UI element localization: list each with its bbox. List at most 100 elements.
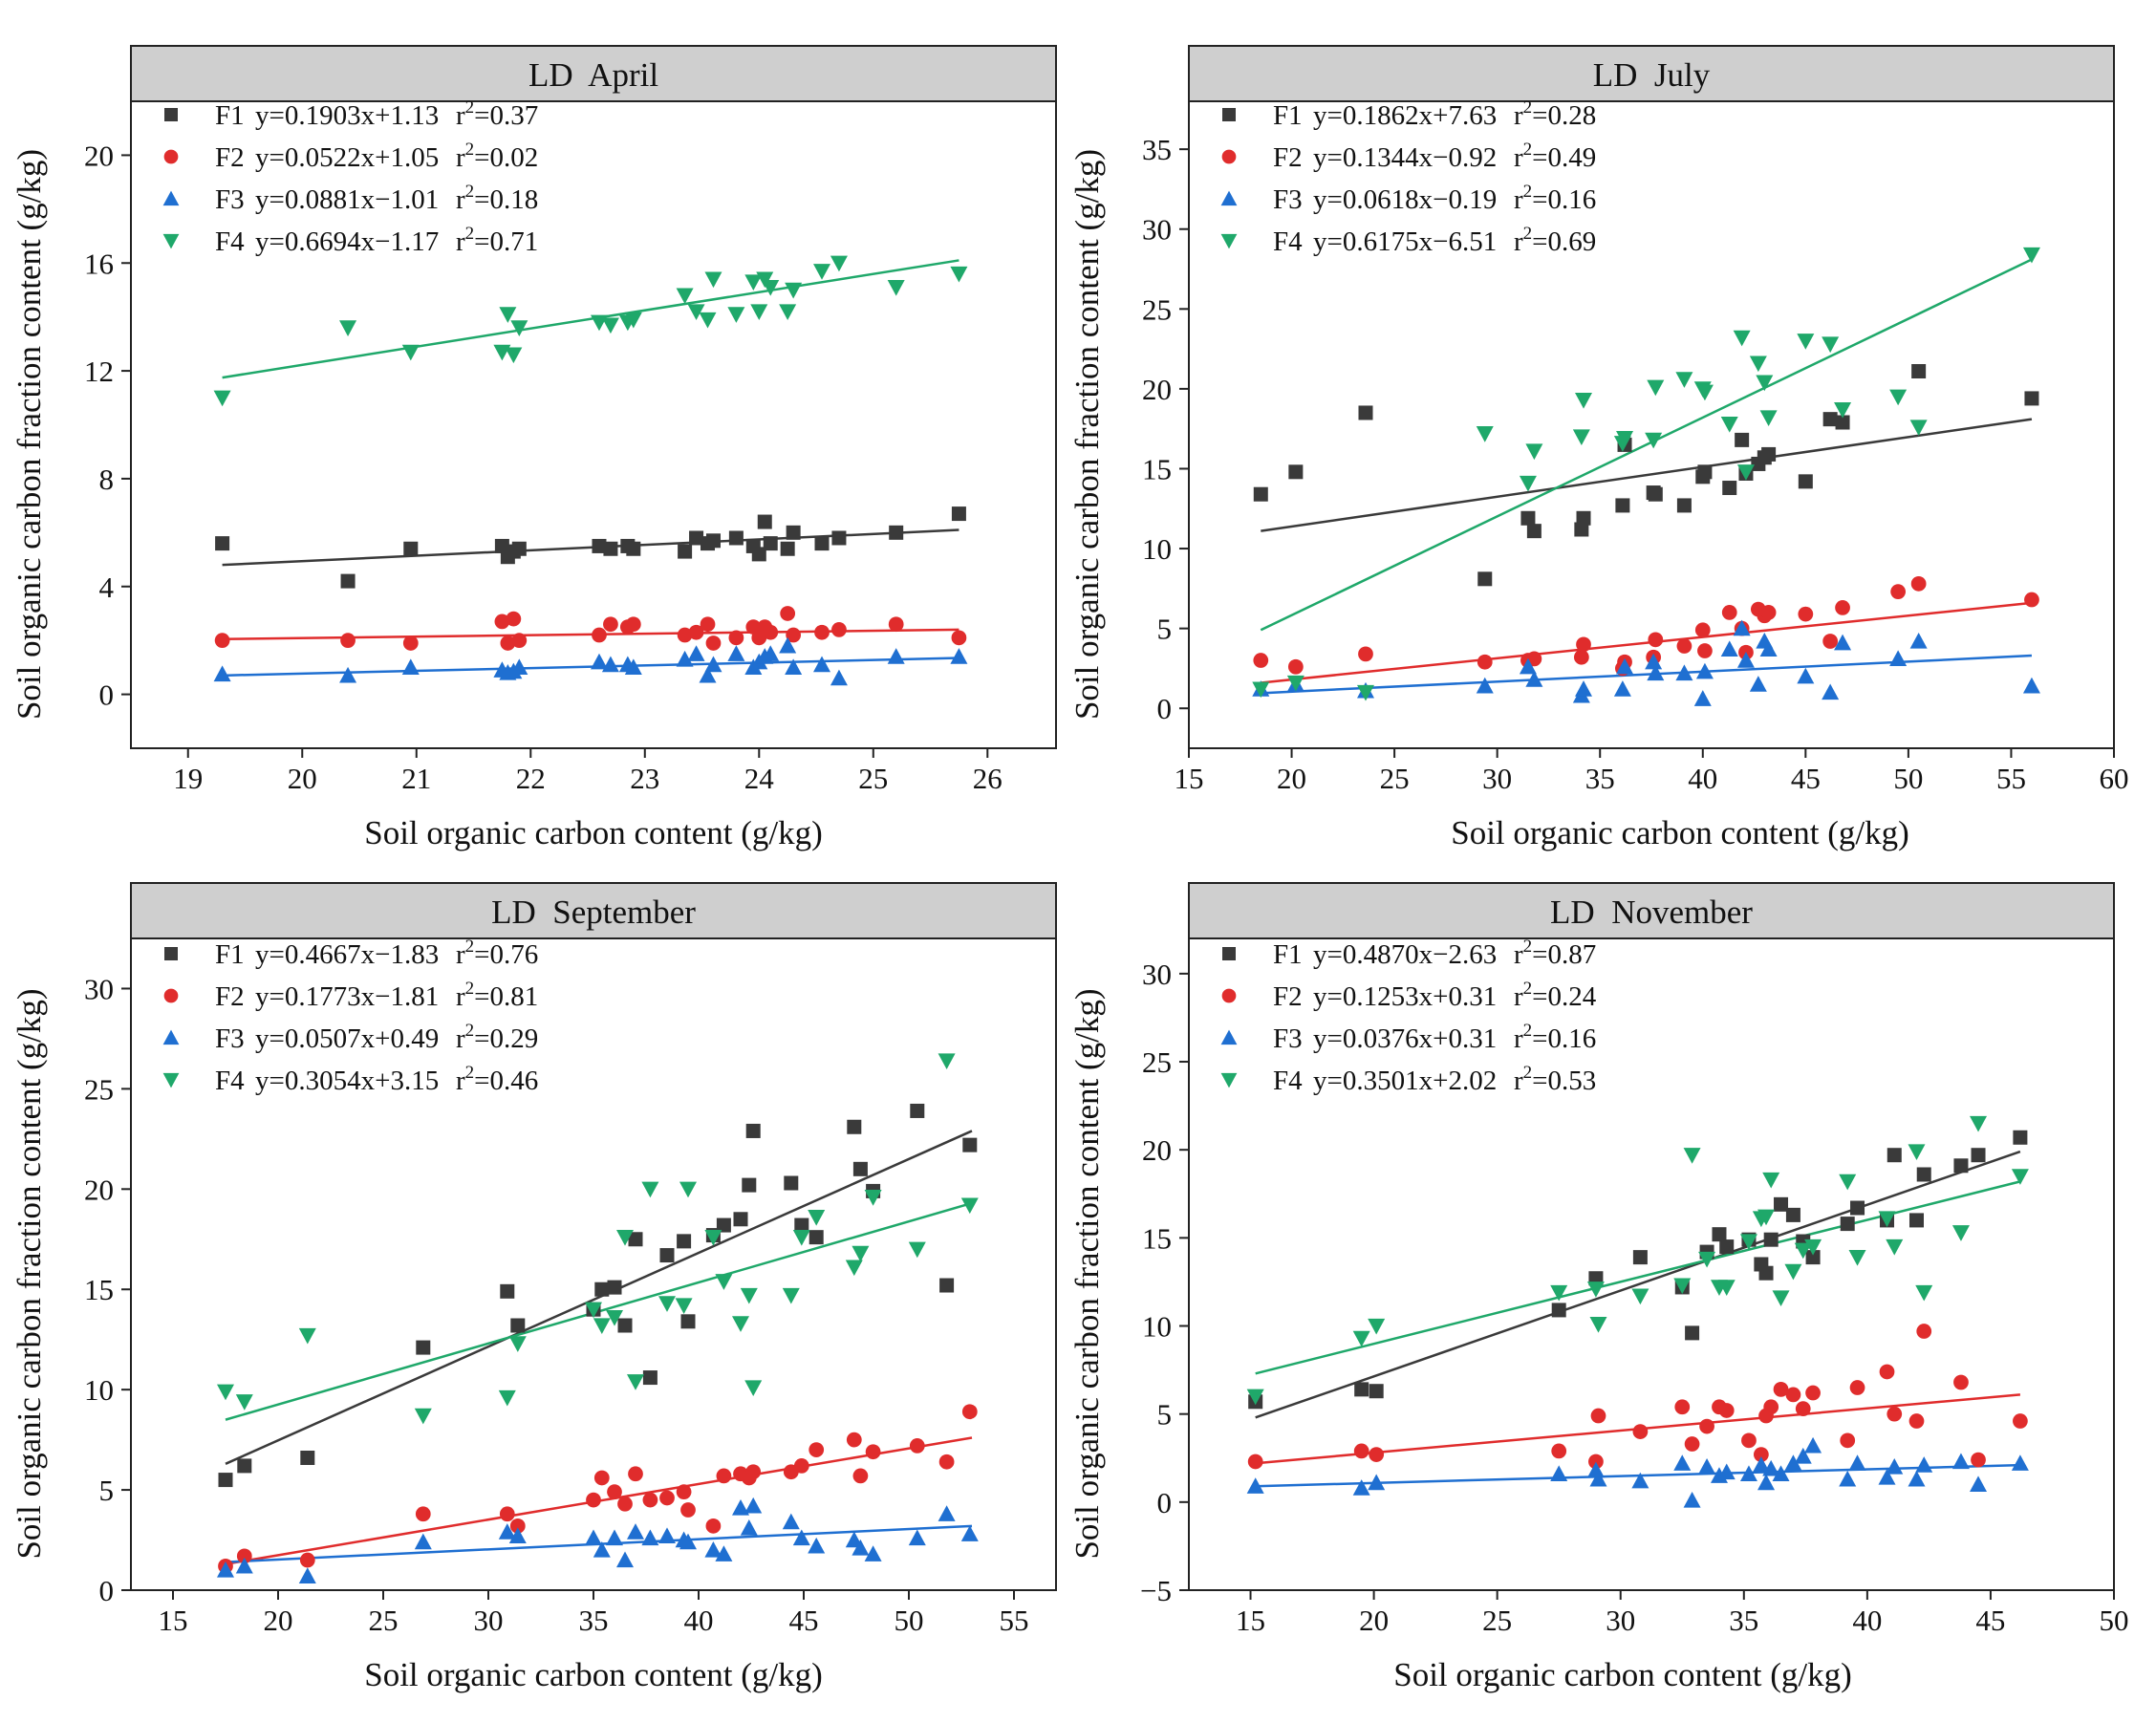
point-f4 [687,304,705,321]
y-axis-label: Soil organic carbon fraction content (g/… [1068,988,1106,1559]
point-f3 [498,1523,516,1540]
point-f3 [1613,680,1631,697]
y-tick-label: 8 [99,463,115,496]
point-f4 [1286,675,1304,692]
point-f2 [705,635,722,651]
point-f2 [1886,1406,1903,1422]
point-f3 [852,1539,870,1556]
y-tick-label: 0 [1157,692,1173,725]
point-f4 [813,264,831,280]
point-f2 [865,1444,881,1460]
point-f2 [1916,1324,1932,1339]
point-f4 [852,1245,870,1262]
point-f2 [961,1404,978,1420]
legend-equation: y=0.0522x+1.05 [255,142,439,173]
y-tick-label: 0 [1157,1486,1173,1519]
point-f3 [1476,677,1494,694]
x-tick-label: 25 [1380,762,1410,795]
point-f2 [509,1518,526,1534]
point-f2 [852,1468,869,1484]
point-f2 [511,633,528,649]
point-f1 [1576,510,1591,526]
point-f3 [908,1529,926,1546]
point-f4 [1252,681,1270,699]
plot-frame [130,100,1057,749]
point-f3 [1647,664,1665,681]
point-f2 [1551,1443,1567,1459]
point-f1 [1774,1196,1789,1212]
point-f3 [2011,1454,2029,1471]
point-f3 [782,1513,800,1530]
y-tick-label: 16 [84,247,114,280]
point-f2 [1760,605,1777,620]
point-f2 [415,1506,431,1522]
point-f2 [500,635,516,651]
point-f2 [1718,1403,1735,1418]
point-f1 [594,1281,610,1297]
legend-r-squared: r2=0.02 [456,140,538,173]
y-tick-label: 0 [99,1574,115,1607]
point-f4 [213,390,231,407]
point-f4 [235,1394,253,1411]
point-f4 [782,1287,800,1304]
point-f2 [593,1470,610,1486]
point-f3 [792,1529,810,1546]
point-f3 [1550,1465,1568,1481]
point-f2 [793,1458,809,1474]
point-f3 [1673,1454,1692,1471]
legend-equation: y=0.6694x−1.17 [255,226,439,257]
legend-label: F4 [1273,1066,1303,1096]
point-f1 [1632,1250,1648,1265]
x-tick-label: 50 [895,1604,924,1637]
point-f3 [1951,1453,1970,1470]
point-f2 [617,1496,633,1512]
point-f1 [1822,412,1838,427]
point-f3 [1886,1457,1904,1475]
point-f2 [705,1518,722,1534]
point-f2 [1773,1381,1789,1397]
x-axis-label: Soil organic carbon content (g/kg) [1393,1656,1852,1693]
point-f1 [1551,1303,1566,1318]
legend-r-squared: r2=0.76 [456,937,538,970]
legend-marker-f4 [1220,1072,1238,1088]
panel-header [1188,45,2115,102]
y-tick-label: 25 [1142,292,1172,326]
point-f1 [218,1473,233,1488]
x-tick-label: 20 [288,762,317,795]
legend-equation: y=0.3054x+3.15 [255,1066,439,1096]
y-tick-label: 20 [84,1173,114,1206]
point-f1 [751,547,766,562]
y-tick-label: 30 [1142,958,1172,991]
point-f2 [1879,1364,1895,1380]
fit-line-f2 [1261,601,2033,684]
legend-equation: y=0.0376x+0.31 [1313,1023,1497,1054]
legend-label: F3 [1273,1023,1303,1054]
point-f1 [831,530,847,546]
point-f3 [1720,640,1738,657]
point-f3 [2022,677,2040,694]
y-tick-label: 4 [99,571,115,604]
legend-label: F1 [1273,100,1303,131]
point-f4 [616,1230,634,1246]
point-f2 [938,1454,955,1470]
point-f1 [1953,1158,1969,1174]
y-tick-label: 30 [84,972,114,1005]
y-tick-label: 20 [84,139,114,172]
point-f1 [939,1278,955,1293]
point-f3 [1797,667,1815,684]
point-f4 [1749,355,1767,373]
point-f1 [1574,522,1589,537]
point-f1 [794,1217,809,1233]
point-f2 [1835,600,1850,615]
point-f3 [585,1529,602,1546]
point-f4 [601,317,619,334]
point-f3 [235,1557,253,1574]
legend-label: F3 [215,184,245,215]
legend-label: F4 [215,1066,245,1096]
point-f1 [1763,1232,1779,1247]
point-f2 [586,1492,601,1508]
y-tick-label: 10 [84,1373,114,1407]
point-f1 [716,1217,731,1233]
x-tick-label: 30 [474,1604,504,1637]
point-f3 [1804,1436,1822,1454]
